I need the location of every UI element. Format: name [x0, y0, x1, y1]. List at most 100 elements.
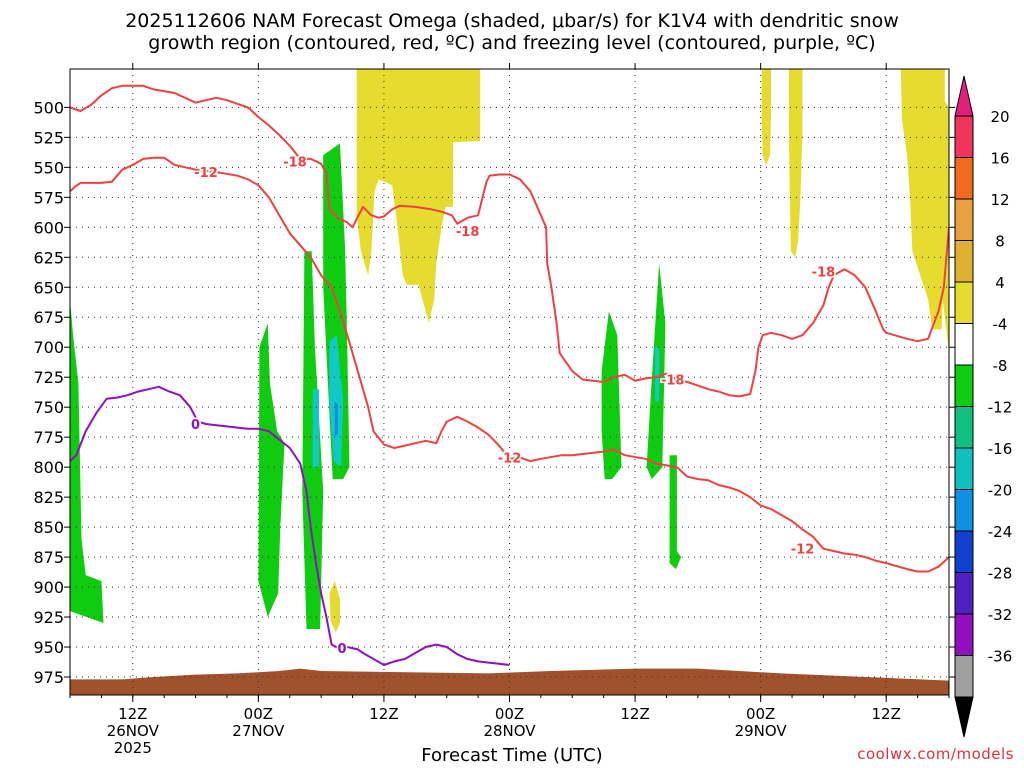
y-tick-label-975: 975	[33, 668, 64, 687]
y-tick-label-850: 850	[33, 518, 64, 537]
colorbar-label-9: -20	[988, 482, 1013, 500]
x-tick-label-30-0: 12Z	[369, 705, 398, 723]
colorbar-swatch-1	[954, 157, 974, 200]
y-tick-label-800: 800	[33, 458, 64, 477]
contour-label--12-1-1: -12	[498, 452, 522, 467]
x-tick-label-54-0: 12Z	[620, 705, 649, 723]
x-tick-label-18-0: 00Z	[244, 705, 273, 723]
y-tick-label-600: 600	[33, 218, 64, 237]
omega-region-cyan-12	[329, 335, 344, 468]
colorbar-label-7: -12	[988, 399, 1013, 417]
colorbar-swatch-12	[954, 613, 974, 656]
omega-region-yellow-2	[761, 69, 772, 165]
contour-lines	[70, 84, 949, 666]
y-tick-label-625: 625	[33, 248, 64, 267]
colorbar-swatch-0	[954, 115, 974, 158]
y-tick-label-700: 700	[33, 338, 64, 357]
chart-subtitle: growth region (contoured, red, ºC) and f…	[148, 32, 876, 54]
y-tick-label-875: 875	[33, 548, 64, 567]
site-credit: coolwx.com/models	[857, 745, 1014, 763]
colorbar-swatch-9	[954, 489, 974, 532]
omega-region-green-7	[302, 251, 324, 630]
contour-label--18-0-0: -18	[283, 155, 307, 170]
colorbar-swatch-4	[954, 281, 974, 324]
colorbar: 20 16 12 8 4 -4 -8 -12 -16 -20 -24 -28 -32 -36	[954, 75, 1013, 738]
colorbar-swatch-10	[954, 530, 974, 573]
colorbar-label-6: -8	[993, 357, 1008, 375]
colorbar-swatch-2	[954, 198, 974, 241]
contour-label--18-0-1: -18	[456, 225, 480, 240]
colorbar-swatch-13	[954, 655, 974, 698]
omega-region-yellow-4	[900, 69, 949, 354]
x-tick-label-66-0: 00Z	[746, 705, 775, 723]
omega-region-cyan-15	[312, 389, 319, 468]
omega-region-cyan-14	[655, 347, 660, 402]
colorbar-swatch-8	[954, 447, 974, 490]
contour-label-0-2-0: 0	[191, 418, 200, 433]
x-tick-label-6-0: 12Z	[118, 705, 147, 723]
colorbar-swatch-5	[954, 323, 974, 366]
y-tick-label-575: 575	[33, 188, 64, 207]
y-tick-label-825: 825	[33, 488, 64, 507]
y-tick-label-900: 900	[33, 578, 64, 597]
grid-lines	[70, 69, 949, 695]
omega-region-yellow-1	[329, 581, 340, 633]
colorbar-label-13: -36	[988, 648, 1013, 666]
contour-label--12-1-2: -12	[791, 543, 815, 558]
colorbar-swatch-3	[954, 240, 974, 283]
chart-title: 2025112606 NAM Forecast Omega (shaded, μ…	[125, 10, 899, 32]
omega-shading	[70, 69, 949, 633]
contour-line-0-2	[70, 385, 510, 666]
contour-label-0-2-1: 0	[338, 642, 347, 657]
omega-region-green-6	[258, 323, 285, 617]
colorbar-label-5: -4	[993, 316, 1008, 334]
y-tick-label-500: 500	[33, 98, 64, 117]
colorbar-label-3: 8	[995, 233, 1005, 251]
y-tick-label-525: 525	[33, 128, 64, 147]
contour-line--12-1	[70, 156, 949, 573]
omega-region-green-11	[669, 455, 682, 570]
y-tick-label-750: 750	[33, 398, 64, 417]
omega-region-yellow-0	[356, 69, 481, 324]
x-tick-label-6-1: 26NOV	[107, 722, 160, 740]
omega-region-green-5	[70, 299, 104, 623]
x-axis-title: Forecast Time (UTC)	[421, 745, 603, 766]
x-tick-label-78-0: 12Z	[872, 705, 901, 723]
y-tick-label-775: 775	[33, 428, 64, 447]
x-tick-label-42-1: 28NOV	[483, 722, 536, 740]
x-tick-label-66-1: 29NOV	[735, 722, 788, 740]
y-tick-label-925: 925	[33, 608, 64, 627]
contour-label--18-0-3: -18	[812, 266, 836, 281]
colorbar-swatch-7	[954, 406, 974, 449]
colorbar-label-4: 4	[995, 274, 1005, 292]
contour-labels: -18 -18 -18 -18 -12 -12 -12 0 0	[190, 154, 837, 659]
colorbar-label-8: -16	[988, 440, 1013, 458]
colorbar-label-0: 20	[990, 108, 1009, 126]
colorbar-label-12: -32	[988, 606, 1013, 624]
x-tick-label-42-0: 00Z	[495, 705, 524, 723]
x-tick-label-6-2: 2025	[114, 739, 152, 757]
colorbar-label-10: -24	[988, 523, 1013, 541]
colorbar-swatch-6	[954, 364, 974, 407]
x-tick-label-18-1: 27NOV	[232, 722, 285, 740]
omega-region-yellow-3	[788, 69, 803, 258]
y-axis: 500 525 550 575 600 625 650 675 700 725 750 775 800 8…	[33, 98, 955, 687]
y-tick-label-650: 650	[33, 278, 64, 297]
colorbar-swatch-11	[954, 572, 974, 615]
omega-region-blue-13	[334, 401, 338, 438]
y-tick-label-675: 675	[33, 308, 64, 327]
colorbar-label-1: 16	[990, 150, 1009, 168]
colorbar-label-2: 12	[990, 191, 1009, 209]
y-tick-label-725: 725	[33, 368, 64, 387]
colorbar-label-11: -28	[988, 565, 1013, 583]
contour-label--18-0-2: -18	[661, 374, 685, 389]
contour-label--12-1-0: -12	[194, 166, 218, 181]
y-tick-label-550: 550	[33, 158, 64, 177]
contour-line--18-0	[70, 84, 949, 398]
colorbar-top-arrow	[954, 75, 974, 117]
colorbar-bottom-arrow	[954, 696, 974, 738]
y-tick-label-950: 950	[33, 638, 64, 657]
omega-region-green-9	[601, 311, 622, 480]
